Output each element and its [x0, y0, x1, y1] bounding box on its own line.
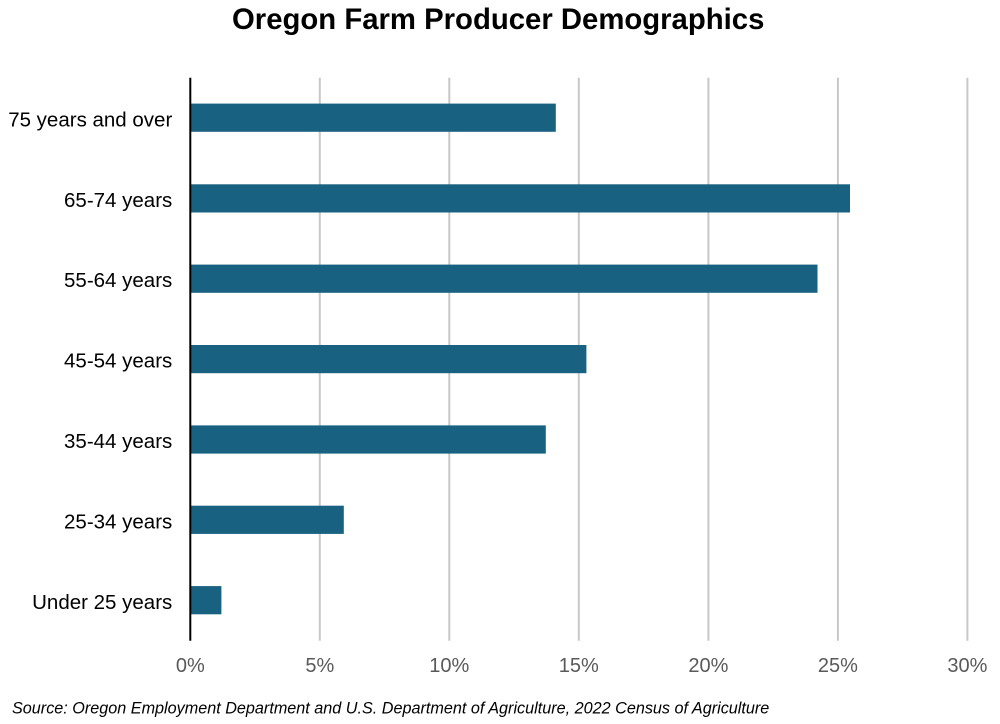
svg-text:10%: 10% — [429, 655, 469, 677]
svg-text:0%: 0% — [176, 655, 205, 677]
svg-text:25%: 25% — [818, 655, 858, 677]
svg-text:75 years and over: 75 years and over — [8, 108, 172, 131]
svg-text:20%: 20% — [688, 655, 728, 677]
svg-text:65-74 years: 65-74 years — [64, 189, 172, 212]
svg-text:25-34 years: 25-34 years — [64, 511, 172, 534]
svg-text:15%: 15% — [559, 655, 599, 677]
svg-text:Source: Oregon Employment Depa: Source: Oregon Employment Department and… — [12, 699, 769, 717]
svg-text:55-64 years: 55-64 years — [64, 269, 172, 292]
svg-text:35-44 years: 35-44 years — [64, 430, 172, 453]
svg-text:Oregon Farm Producer Demograph: Oregon Farm Producer Demographics — [232, 3, 764, 36]
svg-text:5%: 5% — [305, 655, 334, 677]
svg-text:30%: 30% — [947, 655, 987, 677]
svg-text:Under 25 years: Under 25 years — [32, 591, 172, 614]
svg-text:45-54 years: 45-54 years — [64, 350, 172, 373]
